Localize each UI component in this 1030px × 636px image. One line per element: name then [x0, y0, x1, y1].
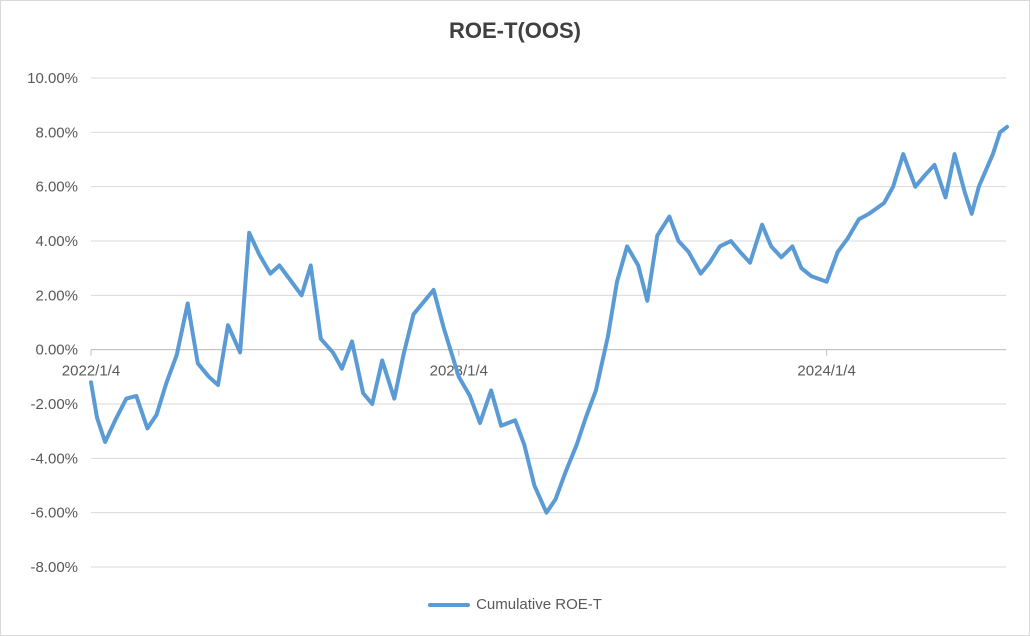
- y-tick-label: -2.00%: [30, 396, 78, 413]
- y-tick-label: 0.00%: [35, 342, 78, 359]
- legend-swatch: [428, 602, 471, 607]
- y-tick-label: -6.00%: [30, 505, 78, 522]
- y-tick-label: -4.00%: [30, 450, 78, 467]
- y-tick-label: -8.00%: [30, 559, 78, 576]
- series-layer: [89, 124, 1009, 515]
- x-tick-label: 2022/1/4: [62, 363, 120, 380]
- chart-title: ROE-T(OOS): [449, 18, 581, 43]
- legend: Cumulative ROE-T: [0, 596, 1030, 613]
- legend-label: Cumulative ROE-T: [476, 596, 602, 613]
- y-tick-label: 10.00%: [27, 70, 78, 87]
- gridlines: [91, 77, 1006, 568]
- series-line-cumulative-roe-t: [89, 124, 1009, 515]
- y-tick-label: 4.00%: [35, 233, 78, 250]
- x-tick-label: 2024/1/4: [797, 363, 855, 380]
- y-tick-label: 6.00%: [35, 179, 78, 196]
- y-tick-label: 8.00%: [35, 124, 78, 141]
- y-axis-ticks: -8.00% -6.00% -4.00% -2.00% 0.00% 2.00% 4.00% 6…: [27, 70, 78, 576]
- y-tick-label: 2.00%: [35, 287, 78, 304]
- x-axis: 2022/1/4 2023/1/4 2024/1/4: [62, 349, 1006, 380]
